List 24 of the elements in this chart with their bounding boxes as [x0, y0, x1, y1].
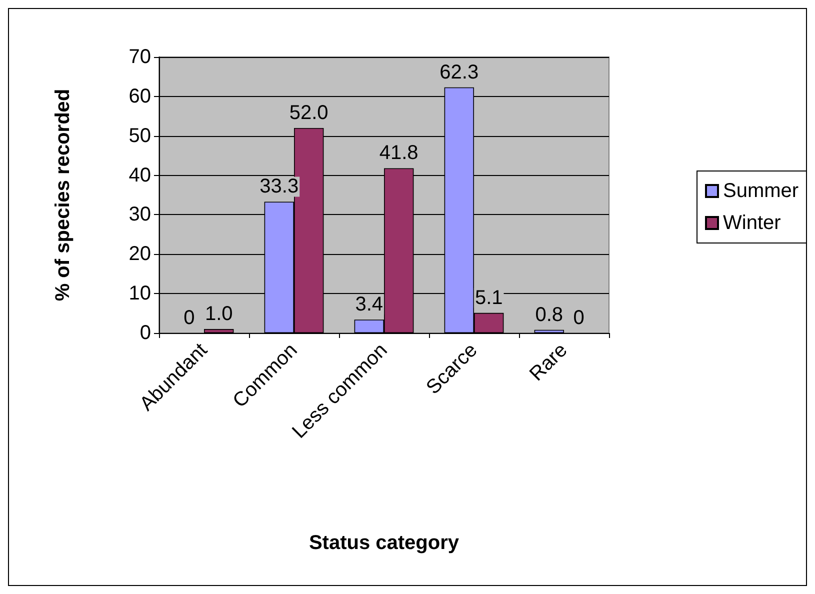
- data-label: 3.4: [355, 294, 384, 316]
- x-axis-title: Status category: [308, 532, 460, 554]
- legend-label: Summer: [723, 180, 799, 202]
- bar: [204, 329, 234, 333]
- y-tick-label: 10: [128, 282, 151, 305]
- y-tick-label: 50: [128, 124, 151, 147]
- y-tick-label: 60: [128, 85, 151, 108]
- y-axis-title: % of species recorded: [52, 88, 74, 302]
- y-tick-label: 30: [128, 204, 151, 226]
- y-tick-label: 40: [128, 164, 151, 186]
- data-label: 52.0: [289, 102, 328, 124]
- data-label: 41.8: [379, 142, 418, 164]
- legend-label: Winter: [723, 212, 782, 234]
- data-label: 0: [573, 307, 584, 329]
- data-label: 1.0: [204, 303, 233, 326]
- y-tick-label: 0: [140, 322, 151, 344]
- y-tick-label: 70: [128, 46, 151, 68]
- y-tick-label: 20: [128, 243, 151, 266]
- data-label: 62.3: [440, 61, 479, 84]
- data-label: 5.1: [474, 286, 503, 309]
- data-label: 0.8: [535, 304, 564, 326]
- data-label: 33.3: [260, 176, 299, 198]
- bar: [534, 330, 564, 333]
- data-label: 0: [184, 307, 195, 329]
